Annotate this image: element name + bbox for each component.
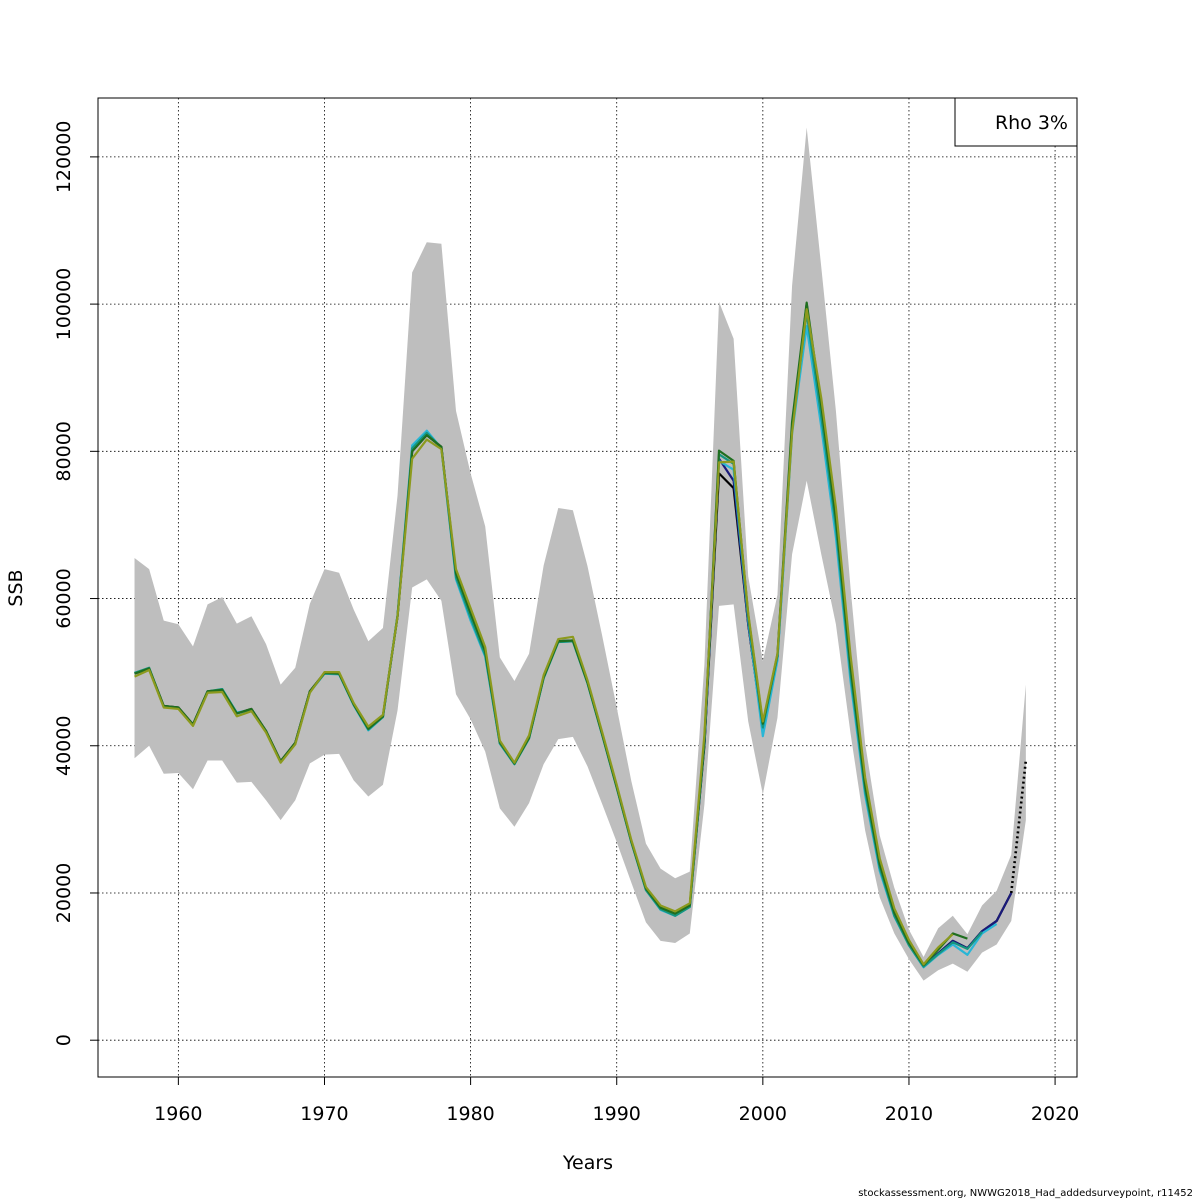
y-axis-title: SSB (5, 569, 27, 606)
legend: Rho 3% (954, 97, 1078, 147)
x-tick-label: 1970 (300, 1103, 348, 1125)
x-tick-label: 1990 (593, 1103, 641, 1125)
series-line-olive (134, 308, 954, 966)
legend-label: Rho 3% (995, 112, 1068, 134)
x-tick-label: 1960 (154, 1103, 202, 1125)
y-tick-label: 80000 (53, 421, 75, 481)
y-tick-label: 40000 (53, 716, 75, 776)
x-axis: 1960 1970 1980 1990 2000 2010 2020 (154, 1077, 1079, 1125)
y-tick-label: 20000 (53, 863, 75, 923)
confidence-band (134, 127, 1026, 981)
y-tick-label: 100000 (53, 268, 75, 341)
x-axis-title: Years (562, 1152, 613, 1174)
footer-caption: stockassessment.org, NWWG2018_Had_addeds… (858, 1188, 1193, 1199)
legend-box (954, 97, 1078, 147)
y-axis: 0 20000 40000 60000 80000 100000 120000 (53, 121, 98, 1046)
y-tick-label: 120000 (53, 121, 75, 194)
series-line-projection (1009, 760, 1028, 894)
x-tick-label: 2000 (739, 1103, 787, 1125)
confidence-band-area (134, 127, 1026, 981)
y-tick-label: 0 (53, 1034, 75, 1046)
y-tick-label: 60000 (53, 568, 75, 628)
x-tick-label: 2010 (885, 1103, 933, 1125)
x-tick-label: 1980 (446, 1103, 494, 1125)
plot-frame (97, 97, 1078, 1078)
series-lines (134, 301, 1028, 969)
x-tick-label: 2020 (1031, 1103, 1079, 1125)
